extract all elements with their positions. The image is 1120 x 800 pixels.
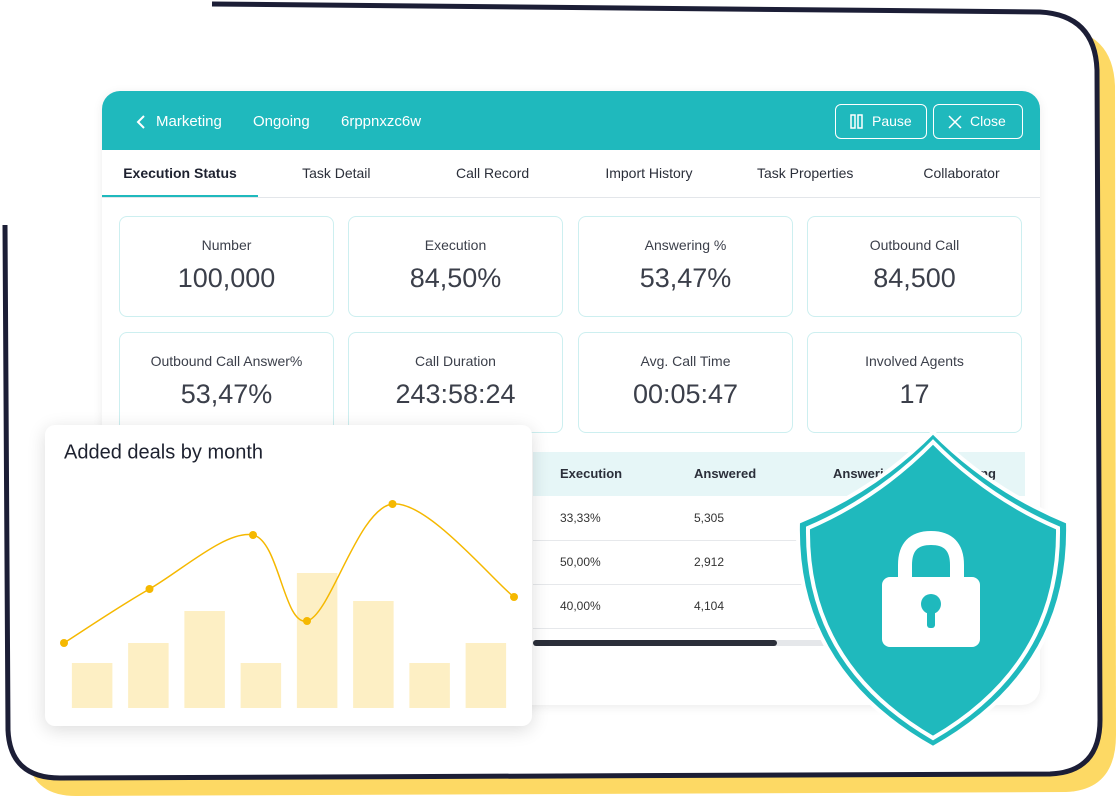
row-divider <box>533 540 1025 541</box>
panel-header: Marketing Ongoing 6rppnxzc6w Pause Close <box>102 91 1040 150</box>
pause-label: Pause <box>872 113 912 129</box>
line-point <box>388 500 397 508</box>
chart-title: Added deals by month <box>64 441 263 463</box>
tab[interactable]: Task Detail <box>302 165 371 181</box>
stat-card: Outbound Call 84,500 <box>807 216 1022 317</box>
stat-label: Involved Agents <box>865 353 964 369</box>
table-cell: 50,00% <box>560 555 601 569</box>
stat-value: 84,500 <box>873 263 956 293</box>
tab[interactable]: Collaborator <box>923 165 1000 181</box>
stat-label: Execution <box>424 237 487 253</box>
close-button[interactable]: Close <box>933 104 1023 139</box>
bar <box>71 663 113 708</box>
stat-card: Number 100,000 <box>119 216 334 317</box>
back-link[interactable]: Marketing <box>156 113 222 130</box>
stat-value: 53,47% <box>639 263 732 293</box>
table-cell: 40,00% <box>560 599 601 613</box>
stat-card: Execution 84,50% <box>348 216 563 317</box>
bar <box>296 573 338 708</box>
stat-value: 243:58:24 <box>395 379 516 409</box>
line-point <box>510 593 518 601</box>
bar <box>409 663 450 708</box>
scroll-thumb[interactable] <box>533 640 777 646</box>
stat-label: Call Duration <box>415 353 496 369</box>
stat-label: Outbound Call Answer% <box>150 353 303 369</box>
table-cell: 4,104 <box>694 599 725 613</box>
stat-card: Outbound Call Answer% 53,47% <box>119 332 334 433</box>
bar <box>465 643 507 708</box>
tab[interactable]: Task Properties <box>756 165 854 181</box>
stat-value: 53,47% <box>180 379 273 409</box>
shield-illustration <box>795 429 1071 751</box>
stat-label: Avg. Call Time <box>640 353 731 369</box>
stat-label: Number <box>201 237 252 253</box>
tab-bar: Execution Status Task Detail Call Record Im… <box>102 150 1040 198</box>
bar <box>240 663 282 708</box>
stat-label: Answering % <box>644 237 727 253</box>
stat-card: Answering % 53,47% <box>578 216 793 317</box>
line <box>63 503 515 644</box>
stat-value: 00:05:47 <box>632 379 739 409</box>
tab[interactable]: Call Record <box>456 165 530 181</box>
status: Ongoing <box>253 113 310 130</box>
line-point <box>249 531 257 539</box>
column-header: Answered <box>694 466 757 481</box>
bar <box>353 601 394 708</box>
column-header: Execution <box>560 466 623 481</box>
stat-card: Avg. Call Time 00:05:47 <box>578 332 793 433</box>
row-divider <box>533 628 1025 629</box>
stat-label: Outbound Call <box>869 237 960 253</box>
bar <box>128 643 169 708</box>
tab[interactable]: Execution Status <box>123 165 237 181</box>
chart-card: Added deals by month <box>45 425 532 726</box>
table-cell: 5,305 <box>694 511 725 525</box>
active-tab-indicator <box>102 195 258 197</box>
stat-card: Involved Agents 17 <box>807 332 1022 433</box>
chart: Added deals by month <box>60 441 518 708</box>
stat-value: 100,000 <box>177 263 276 293</box>
pause-button[interactable]: Pause <box>835 104 927 139</box>
stat-card: Call Duration 243:58:24 <box>348 332 563 433</box>
close-label: Close <box>970 113 1006 129</box>
bar <box>184 611 225 708</box>
table-cell: 33,33% <box>560 511 601 525</box>
row-divider <box>533 584 1025 585</box>
table-cell: 2,912 <box>694 555 725 569</box>
stat-value: 84,50% <box>409 263 502 293</box>
back-icon[interactable] <box>134 114 148 130</box>
line-point <box>60 639 68 647</box>
line-point <box>145 585 154 593</box>
tab[interactable]: Import History <box>605 165 693 181</box>
line-point <box>303 617 311 625</box>
stat-value: 17 <box>899 379 930 409</box>
task-id: 6rppnxzc6w <box>341 113 422 130</box>
